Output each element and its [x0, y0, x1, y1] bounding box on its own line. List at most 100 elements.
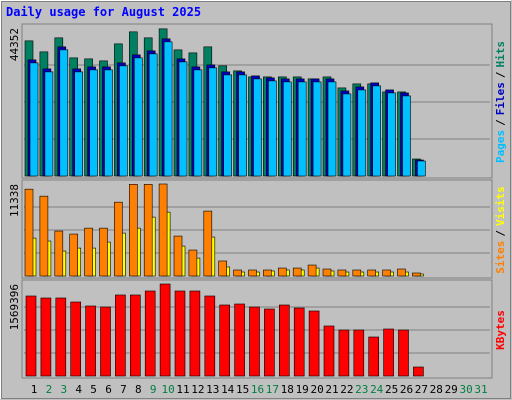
- y-tick-label: 1569396: [8, 284, 21, 330]
- bar: [130, 294, 141, 377]
- bar: [282, 81, 292, 177]
- bar: [54, 230, 64, 277]
- x-tick-label: 1: [31, 383, 38, 396]
- x-tick-label: 10: [161, 383, 174, 396]
- bar: [163, 41, 173, 177]
- bar: [29, 62, 39, 177]
- x-tick-label: 13: [206, 383, 219, 396]
- y-tick-label: 44352: [8, 28, 21, 61]
- bar: [69, 233, 78, 277]
- bar: [382, 269, 391, 277]
- bar: [39, 195, 49, 277]
- bar: [100, 306, 111, 377]
- legend-entry: Hits: [494, 41, 507, 68]
- bar: [129, 184, 138, 277]
- x-tick-label: 21: [325, 383, 338, 396]
- bar: [338, 329, 350, 377]
- x-tick-label: 29: [445, 383, 458, 396]
- bar: [327, 81, 337, 177]
- x-tick-label: 2: [46, 383, 53, 396]
- legend: Pages / Files / Hits: [494, 41, 507, 163]
- bar: [143, 184, 153, 277]
- bar: [44, 71, 54, 177]
- bar: [402, 95, 411, 177]
- bar: [114, 201, 123, 277]
- legend-separator: /: [494, 71, 507, 78]
- bar: [134, 57, 143, 177]
- bar: [238, 74, 247, 177]
- bar: [297, 81, 307, 177]
- x-tick-label: 8: [135, 383, 142, 396]
- bar: [307, 264, 317, 277]
- bar: [248, 269, 257, 277]
- bar: [233, 269, 242, 277]
- bar: [278, 304, 290, 377]
- bar: [104, 69, 113, 177]
- bar: [204, 295, 216, 377]
- x-tick-label: 5: [90, 383, 97, 396]
- legend-separator: /: [494, 230, 507, 237]
- bar: [178, 61, 188, 177]
- bar: [337, 269, 347, 277]
- bar: [203, 210, 213, 277]
- legend-entry: Files: [494, 82, 507, 115]
- bar: [223, 74, 232, 177]
- bar: [208, 67, 218, 177]
- bar: [25, 295, 37, 377]
- y-tick-label: 11338: [8, 184, 21, 217]
- legend-separator: /: [494, 119, 507, 126]
- legend: Sites / Visits: [494, 186, 507, 274]
- x-tick-label: 26: [400, 383, 413, 396]
- x-tick-label: 19: [296, 383, 309, 396]
- x-tick-label: 25: [385, 383, 398, 396]
- bar: [268, 80, 277, 177]
- bar: [173, 235, 183, 277]
- bar: [368, 336, 380, 377]
- x-tick-label: 7: [120, 383, 127, 396]
- bar: [174, 290, 186, 377]
- x-tick-label: 27: [415, 383, 428, 396]
- bar: [193, 69, 203, 177]
- bar: [85, 305, 96, 377]
- bar: [277, 267, 287, 277]
- x-tick-label: 30: [459, 383, 472, 396]
- legend-entry: Pages: [494, 130, 507, 163]
- bar: [55, 297, 67, 377]
- bar: [308, 310, 320, 377]
- bar: [397, 268, 406, 277]
- legend: KBytes: [494, 310, 507, 350]
- bar: [84, 227, 93, 277]
- x-tick-label: 18: [281, 383, 294, 396]
- bar: [342, 93, 352, 177]
- bar: [89, 69, 98, 177]
- bar: [189, 290, 201, 377]
- x-tick-label: 24: [370, 383, 384, 396]
- x-tick-label: 16: [251, 383, 264, 396]
- bar: [312, 81, 322, 177]
- x-tick-label: 14: [221, 383, 235, 396]
- x-tick-label: 23: [355, 383, 368, 396]
- x-tick-label: 22: [340, 383, 353, 396]
- bar: [219, 304, 230, 377]
- bar: [398, 329, 409, 377]
- x-tick-label: 11: [176, 383, 189, 396]
- bar: [264, 308, 275, 377]
- bar: [352, 269, 362, 277]
- bar: [367, 269, 377, 277]
- bar: [218, 260, 227, 277]
- x-tick-label: 3: [60, 383, 67, 396]
- bar: [323, 325, 335, 377]
- bar: [293, 307, 305, 377]
- bar: [70, 301, 81, 377]
- bar: [412, 272, 421, 277]
- x-tick-label: 12: [191, 383, 204, 396]
- bar: [159, 283, 171, 377]
- bar: [115, 294, 126, 377]
- legend-entry: Visits: [494, 186, 507, 226]
- bar: [59, 49, 69, 177]
- bar: [417, 160, 426, 177]
- legend-entry: KBytes: [494, 310, 507, 350]
- bar: [413, 366, 424, 377]
